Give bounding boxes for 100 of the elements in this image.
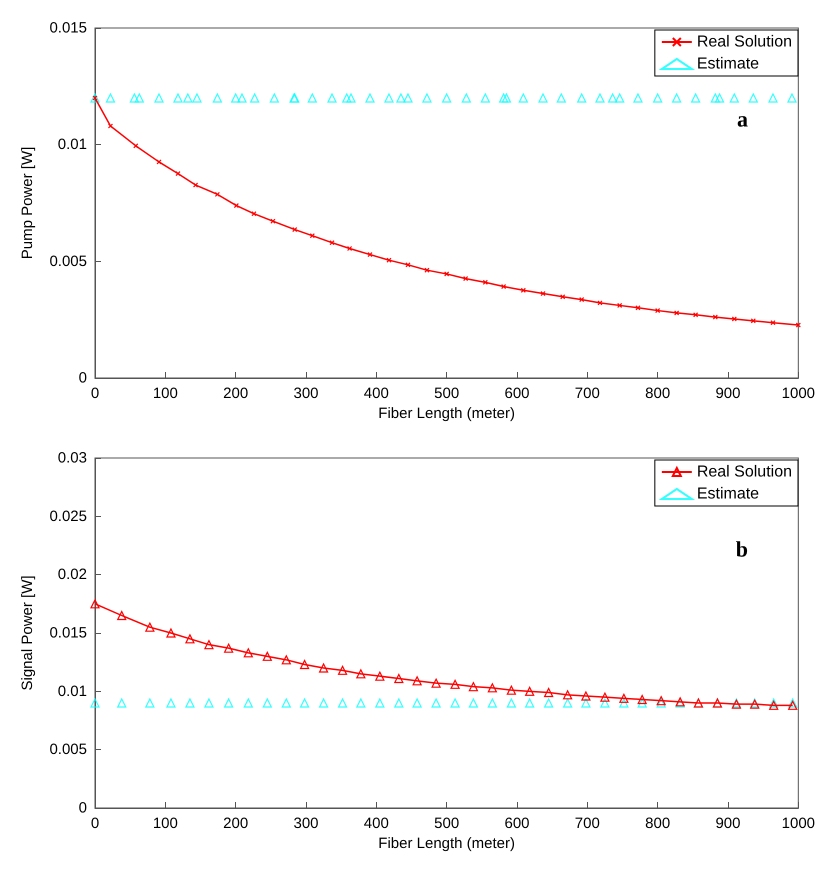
point [145,698,154,708]
y-tick-label: 0.01 [58,682,87,700]
point [556,93,566,103]
x-tick-label: 500 [434,385,460,402]
point [577,93,586,103]
y-tick-label: 0.02 [58,566,87,584]
point [244,698,253,708]
point [375,698,384,708]
point [501,284,506,290]
point [308,93,317,103]
point [318,698,328,708]
point [212,93,222,103]
x-tick-label: 900 [715,815,740,832]
point [502,93,512,103]
point [748,93,758,103]
point [710,93,720,103]
point [356,669,366,678]
point [412,676,422,686]
point [615,93,624,103]
point [117,610,126,620]
point [518,93,528,103]
annotation: b [736,536,748,562]
point [412,698,422,708]
x-tick-label: 100 [152,385,178,402]
point [520,288,526,293]
x-tick-label: 800 [645,385,670,402]
point [732,316,737,322]
x-tick-label: 800 [645,815,670,832]
legend-label: Real Solution [696,34,792,50]
point [638,694,647,704]
point [787,93,797,103]
point [166,698,176,708]
point [90,698,100,708]
point [145,622,154,632]
point [185,698,195,708]
point [244,648,253,658]
point [183,93,192,103]
x-tick-label: 1000 [782,815,816,832]
y-tick-label: 0.01 [58,136,87,154]
point [173,93,183,103]
point [224,644,234,653]
point [154,93,164,103]
point [156,159,162,165]
point [204,640,214,650]
x-tick-label: 700 [574,385,600,402]
point [770,320,776,326]
point [480,93,490,103]
y-tick-label: 0.005 [49,252,87,270]
x-tick-label: 1000 [782,385,816,402]
point [693,312,698,318]
x-tick-label: 900 [715,385,740,402]
point [788,700,798,710]
point [300,660,310,670]
point [365,93,375,103]
point [214,192,220,197]
point [672,93,682,103]
point [424,268,430,273]
point [329,240,335,246]
point [234,202,239,208]
point [342,93,352,103]
point [356,698,366,708]
point [482,280,488,285]
point [386,258,392,263]
point [192,182,198,188]
point [450,680,460,689]
point [655,308,660,314]
point [262,698,272,708]
y-axis-title: Signal Power [W] [19,575,36,691]
point [185,634,195,644]
point [712,314,718,320]
point [691,93,700,103]
point [581,691,591,701]
y-tick-label: 0.025 [49,508,87,525]
point [375,672,384,681]
point [422,93,432,103]
x-axis-title: Fiber Length (meter) [378,404,516,422]
point [544,698,554,708]
point [617,302,622,308]
point [90,599,100,608]
x-tick-label: 400 [364,815,389,832]
point [581,698,591,708]
point [270,93,279,103]
point [367,252,373,258]
legend-label: Estimate [696,486,760,502]
point [544,688,554,698]
point [432,698,441,708]
point [468,682,478,692]
x-axis-title: Fiber Length (meter) [378,834,516,852]
point [338,666,348,675]
point [462,93,471,103]
point [117,698,126,708]
point [563,698,572,708]
point [656,696,666,706]
point [463,276,468,282]
point [251,211,257,216]
y-tick-label: 0.015 [49,20,87,36]
point [608,93,618,103]
point [560,294,566,300]
point [300,698,310,708]
point [714,93,724,103]
